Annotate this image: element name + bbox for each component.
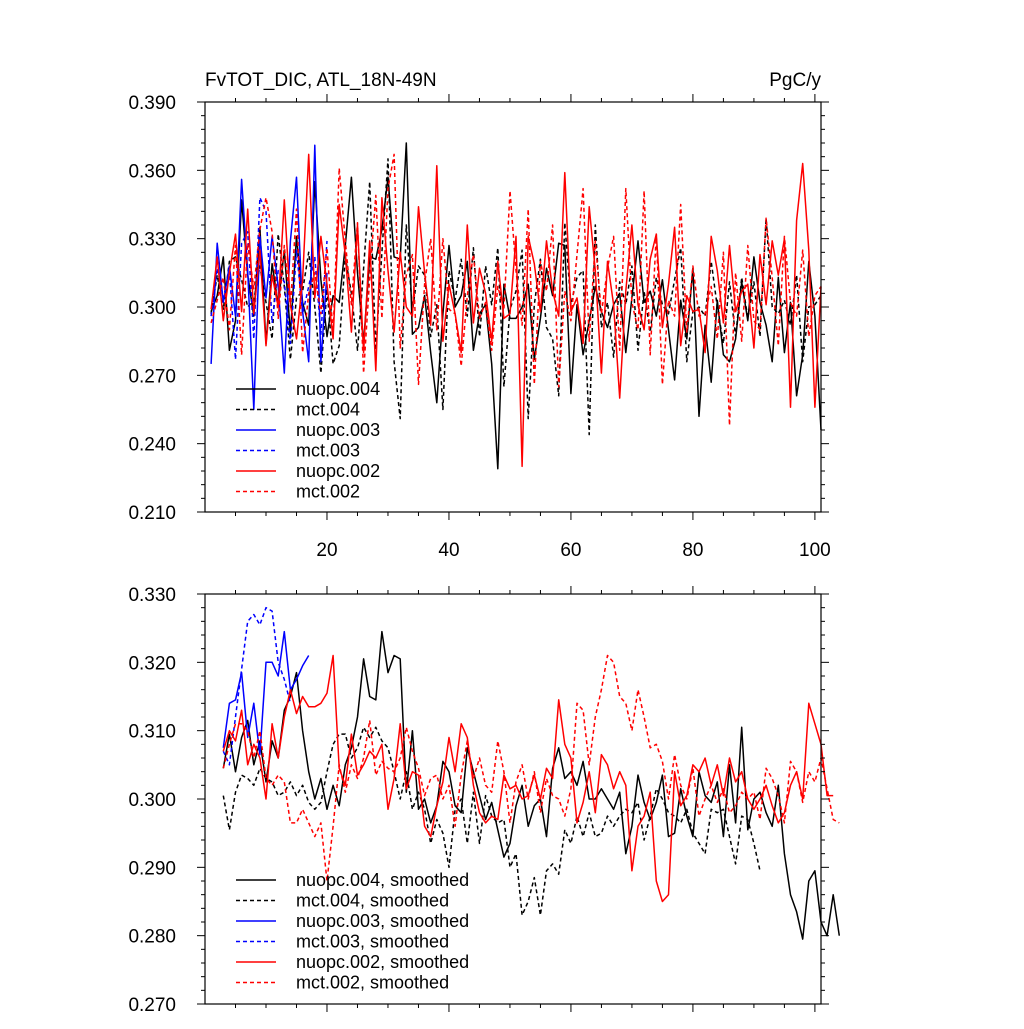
y-tick-label: 0.390 — [128, 93, 176, 114]
legend-label: mct.003, smoothed — [296, 932, 449, 952]
y-tick-label: 0.310 — [128, 722, 176, 743]
legend-label: mct.003 — [296, 441, 360, 461]
series-line-nuopc-002 — [210, 153, 822, 468]
x-tick-label: 80 — [682, 540, 703, 561]
legend-label: mct.002 — [296, 482, 360, 502]
y-tick-label: 0.240 — [128, 435, 176, 456]
y-tick-label: 0.300 — [128, 298, 176, 319]
x-tick-label: 20 — [316, 540, 337, 561]
chart-title: FvTOT_DIC, ATL_18N-49N — [205, 70, 437, 91]
y-tick-label: 0.270 — [128, 366, 176, 387]
series-line-mct-003 — [210, 196, 328, 361]
legend-label: nuopc.004 — [296, 379, 380, 399]
y-tick-label: 0.330 — [128, 585, 176, 606]
chart-panel-2: 0.270 0.280 0.290 0.300 0.310 0.320 0.330 nuopc… — [128, 585, 841, 1016]
legend-label: nuopc.004, smoothed — [296, 870, 469, 890]
y-tick-label: 0.270 — [128, 995, 176, 1016]
series-line-nuopc-004-smoothed — [222, 630, 841, 940]
y-tick-label: 0.290 — [128, 858, 176, 879]
legend-label: mct.004 — [296, 400, 360, 420]
y-tick-label: 0.280 — [128, 927, 176, 948]
series-line-mct-002 — [210, 153, 822, 427]
series-line-nuopc-003-smoothed — [222, 630, 310, 756]
y-tick-label: 0.330 — [128, 230, 176, 251]
x-tick-label: 40 — [438, 540, 459, 561]
y-tick-label: 0.320 — [128, 653, 176, 674]
legend: nuopc.004mct.004nuopc.003mct.003nuopc.00… — [236, 379, 380, 502]
legend-label: nuopc.002, smoothed — [296, 952, 469, 972]
series-line-nuopc-002-smoothed — [222, 654, 834, 903]
y-tick-label: 0.360 — [128, 161, 176, 182]
y-tick-label: 0.300 — [128, 790, 176, 811]
units-label: PgC/y — [769, 70, 821, 91]
x-tick-label: 100 — [799, 540, 831, 561]
series-line-mct-003-smoothed — [222, 606, 292, 766]
legend-label: nuopc.003 — [296, 420, 380, 440]
legend-label: nuopc.002 — [296, 461, 380, 481]
legend-label: mct.004, smoothed — [296, 891, 449, 911]
series-line-mct-002-smoothed — [222, 654, 840, 882]
chart-panel-1: 0.210 0.240 0.270 0.300 0.330 0.360 0.390 20 40 6… — [128, 93, 830, 561]
legend-label: mct.002, smoothed — [296, 973, 449, 993]
legend-label: nuopc.003, smoothed — [296, 911, 469, 931]
x-tick-label: 60 — [560, 540, 581, 561]
y-tick-label: 0.210 — [128, 503, 176, 524]
